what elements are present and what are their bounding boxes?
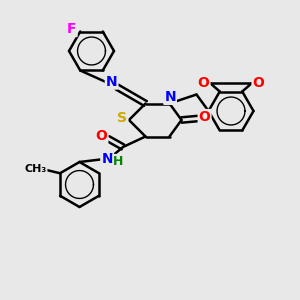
Text: O: O (198, 76, 209, 89)
Text: O: O (253, 76, 264, 89)
Text: F: F (67, 22, 76, 36)
Text: N: N (164, 90, 176, 104)
Text: N: N (101, 152, 113, 166)
Text: CH₃: CH₃ (24, 164, 46, 174)
Text: S: S (117, 112, 128, 125)
Text: H: H (113, 155, 124, 168)
Text: N: N (106, 75, 117, 88)
Text: O: O (199, 110, 211, 124)
Text: O: O (95, 129, 107, 143)
